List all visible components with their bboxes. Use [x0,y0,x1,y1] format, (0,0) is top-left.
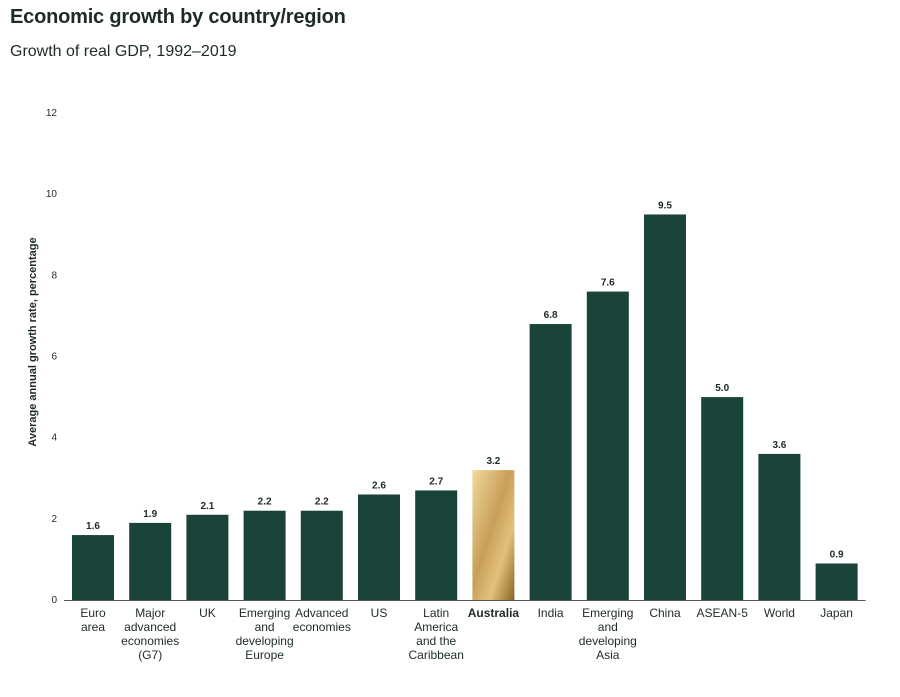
bar [415,490,458,600]
data-label: 7.6 [601,278,615,289]
chart-title: Economic growth by country/region [10,6,346,28]
bar [586,291,629,600]
data-label: 1.9 [143,509,157,520]
data-label: 2.6 [372,480,386,491]
data-label: 3.2 [486,456,500,467]
data-label: 1.6 [86,521,100,532]
bar [701,397,744,600]
y-tick-label: 10 [46,189,58,200]
x-tick-label: Japan [820,606,853,620]
bar [758,453,801,600]
x-tick-label: Emerging and developing Europe [236,606,294,662]
x-tick-label: Euro area [80,606,106,634]
data-label: 9.5 [658,200,672,211]
y-tick-label: 8 [51,270,57,281]
data-label: 2.7 [429,476,443,487]
y-tick-label: 6 [51,352,57,363]
bar [472,470,515,600]
x-tick-label: Latin America and the Caribbean [409,606,464,662]
data-label: 6.8 [544,310,558,321]
x-tick-label: World [764,606,795,620]
chart-subtitle: Growth of real GDP, 1992–2019 [10,43,237,60]
x-tick-label: US [371,606,388,620]
x-tick-label: India [538,606,564,620]
x-tick-label: UK [199,606,216,620]
data-label: 2.1 [200,501,214,512]
bar [358,494,400,600]
data-label: 0.9 [830,549,844,560]
bar [243,510,286,600]
x-tick-label: ASEAN-5 [697,606,749,620]
bar [644,214,686,601]
y-axis-label: Average annual growth rate, percentage [27,237,39,446]
x-tick-label: Major advanced economies (G7) [121,606,179,662]
data-label: 5.0 [715,383,729,394]
bar [300,510,343,600]
y-tick-label: 4 [51,433,57,444]
x-tick-label: Emerging and developing Asia [579,606,637,662]
x-tick-label: China [649,606,681,620]
bar [529,324,572,600]
bar [72,535,114,600]
y-tick-label: 12 [46,108,58,119]
y-tick-label: 2 [51,514,57,525]
data-label: 2.2 [315,497,329,508]
x-tick-label: Australia [468,606,520,620]
data-label: 3.6 [772,440,786,451]
bar [186,514,229,600]
y-tick-label: 0 [51,595,57,606]
bar [815,563,858,600]
x-tick-label: Advanced economies [293,606,351,634]
bar [129,522,172,600]
data-label: 2.2 [258,497,272,508]
